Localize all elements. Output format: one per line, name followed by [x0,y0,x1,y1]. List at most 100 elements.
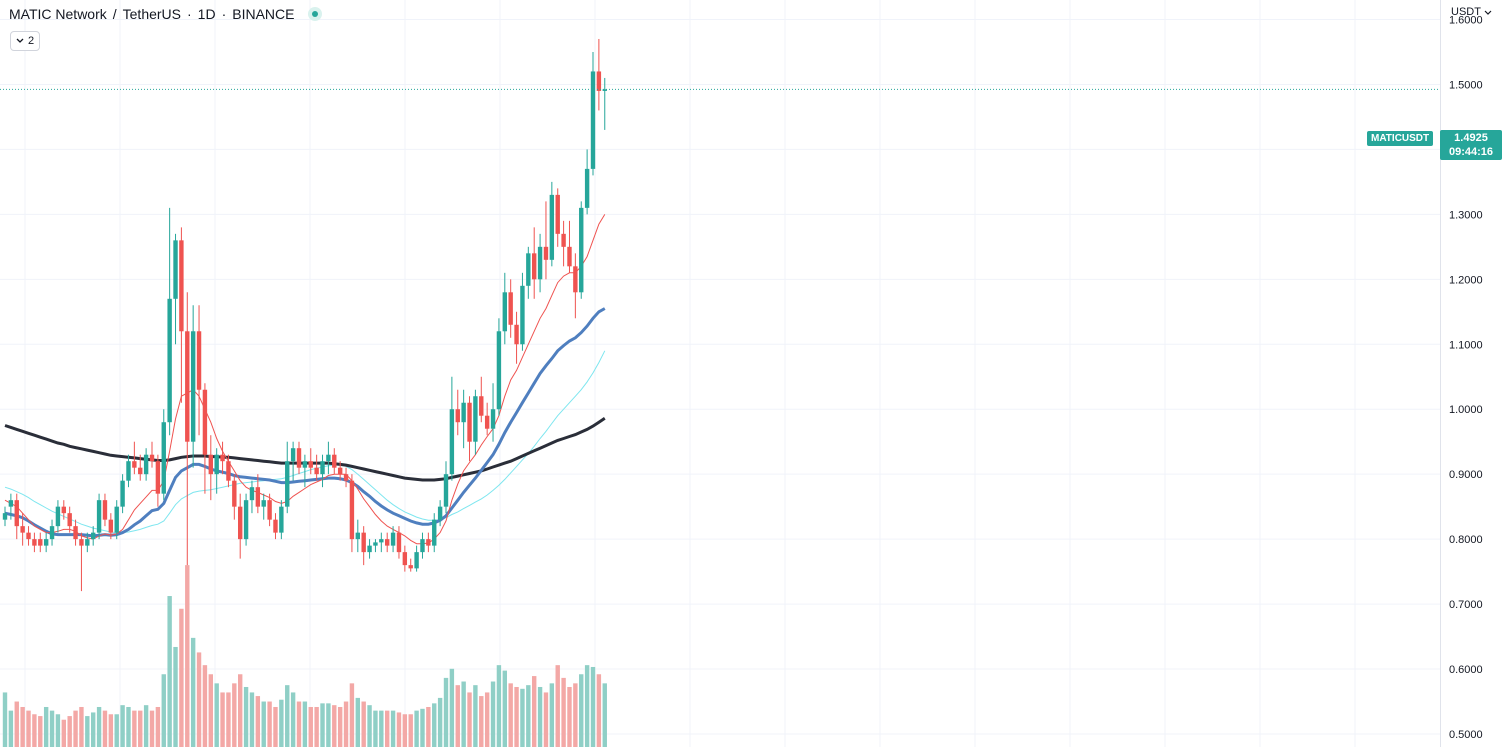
candle [561,220,566,267]
quote-name[interactable]: TetherUS [122,6,181,22]
candle-body [14,500,19,527]
volume-bar [190,637,196,747]
candle [473,389,478,455]
volume-bar [414,710,419,747]
chevron-down-icon [1484,10,1492,15]
volume-bar [596,674,602,747]
candle [526,246,531,299]
volume-bar [120,705,125,747]
candle [26,526,31,546]
ma-fast-line [4,214,606,545]
candle-body [43,539,49,546]
candle [96,493,102,540]
candle-body [238,506,243,540]
indicators-collapse-button[interactable]: 2 [10,31,41,51]
volume-bar [208,674,213,747]
candle [337,461,343,481]
candle [85,532,90,553]
volume-bar [114,714,119,747]
candle [126,454,131,488]
candle [279,500,284,540]
candle-body [226,461,231,481]
y-tick-label: 0.6000 [1449,664,1483,676]
volume-bar [67,716,72,747]
volume-bar [479,696,484,747]
volume-bar [396,712,402,747]
candle-body [337,467,343,475]
candle-body [490,409,496,429]
candle [449,376,455,481]
candle [167,207,172,436]
volume-bar [490,681,496,747]
candle-body [308,461,313,468]
y-tick-label: 1.3000 [1449,209,1483,221]
candle-body [296,448,302,468]
volume-bar [520,688,525,747]
candle [373,539,378,553]
volume-bar [484,692,490,747]
volume-bar [602,683,607,747]
volume-bar [508,683,513,747]
candle [379,532,384,553]
candle-body [579,207,584,293]
exchange-label[interactable]: BINANCE [232,6,295,22]
volume-bar [49,710,55,747]
candle [132,441,137,475]
symbol-name[interactable]: MATIC Network [9,6,107,22]
candle [361,526,366,566]
candlesticks [2,38,607,592]
candle-body [355,532,360,540]
candle-body [379,539,384,543]
candle-body [149,454,155,462]
candle [484,402,490,436]
candle-body [314,467,319,475]
candle-body [96,500,102,533]
candle [173,233,178,345]
candle [232,474,237,520]
currency-selector[interactable]: USDT [1451,6,1492,18]
candle-body [326,454,331,462]
candle [496,318,502,416]
legend-dot: · [187,6,192,22]
volume-bar [226,692,231,747]
candle [138,454,143,481]
candle [114,500,119,540]
candle [479,376,484,423]
candle-body [414,552,419,569]
candle-body [596,71,602,91]
volume-bar [149,710,155,747]
candle [308,448,313,475]
volume-bar [579,674,584,747]
candle [249,480,255,514]
candle [296,441,302,475]
volume-bar [443,677,449,747]
market-open-icon[interactable] [308,7,323,21]
volume-bar [102,710,108,747]
candle-body [549,194,555,260]
candle-body [526,253,531,286]
candle [49,519,55,546]
price-axis[interactable]: 1.60001.50001.40001.30001.20001.10001.00… [1449,14,1483,741]
y-tick-label: 1.6000 [1449,14,1483,26]
volume-bar [314,706,319,747]
candle-body [502,292,507,332]
legend-dot: · [221,6,227,22]
volume-bar [214,683,219,747]
candle-body [132,461,137,468]
volume-bar [567,686,572,747]
volume-bar [514,686,519,747]
candle [467,396,472,462]
candle [584,149,590,215]
candle-body [38,539,43,546]
candle-body [61,506,66,514]
candle-body [561,233,566,247]
candle-body [461,402,466,423]
volume-bar [379,710,384,747]
candle [514,311,519,364]
candle-body [567,246,572,267]
volume-bar [420,708,425,747]
candle [314,454,319,481]
candle [455,389,460,436]
interval-label[interactable]: 1D [197,6,216,22]
